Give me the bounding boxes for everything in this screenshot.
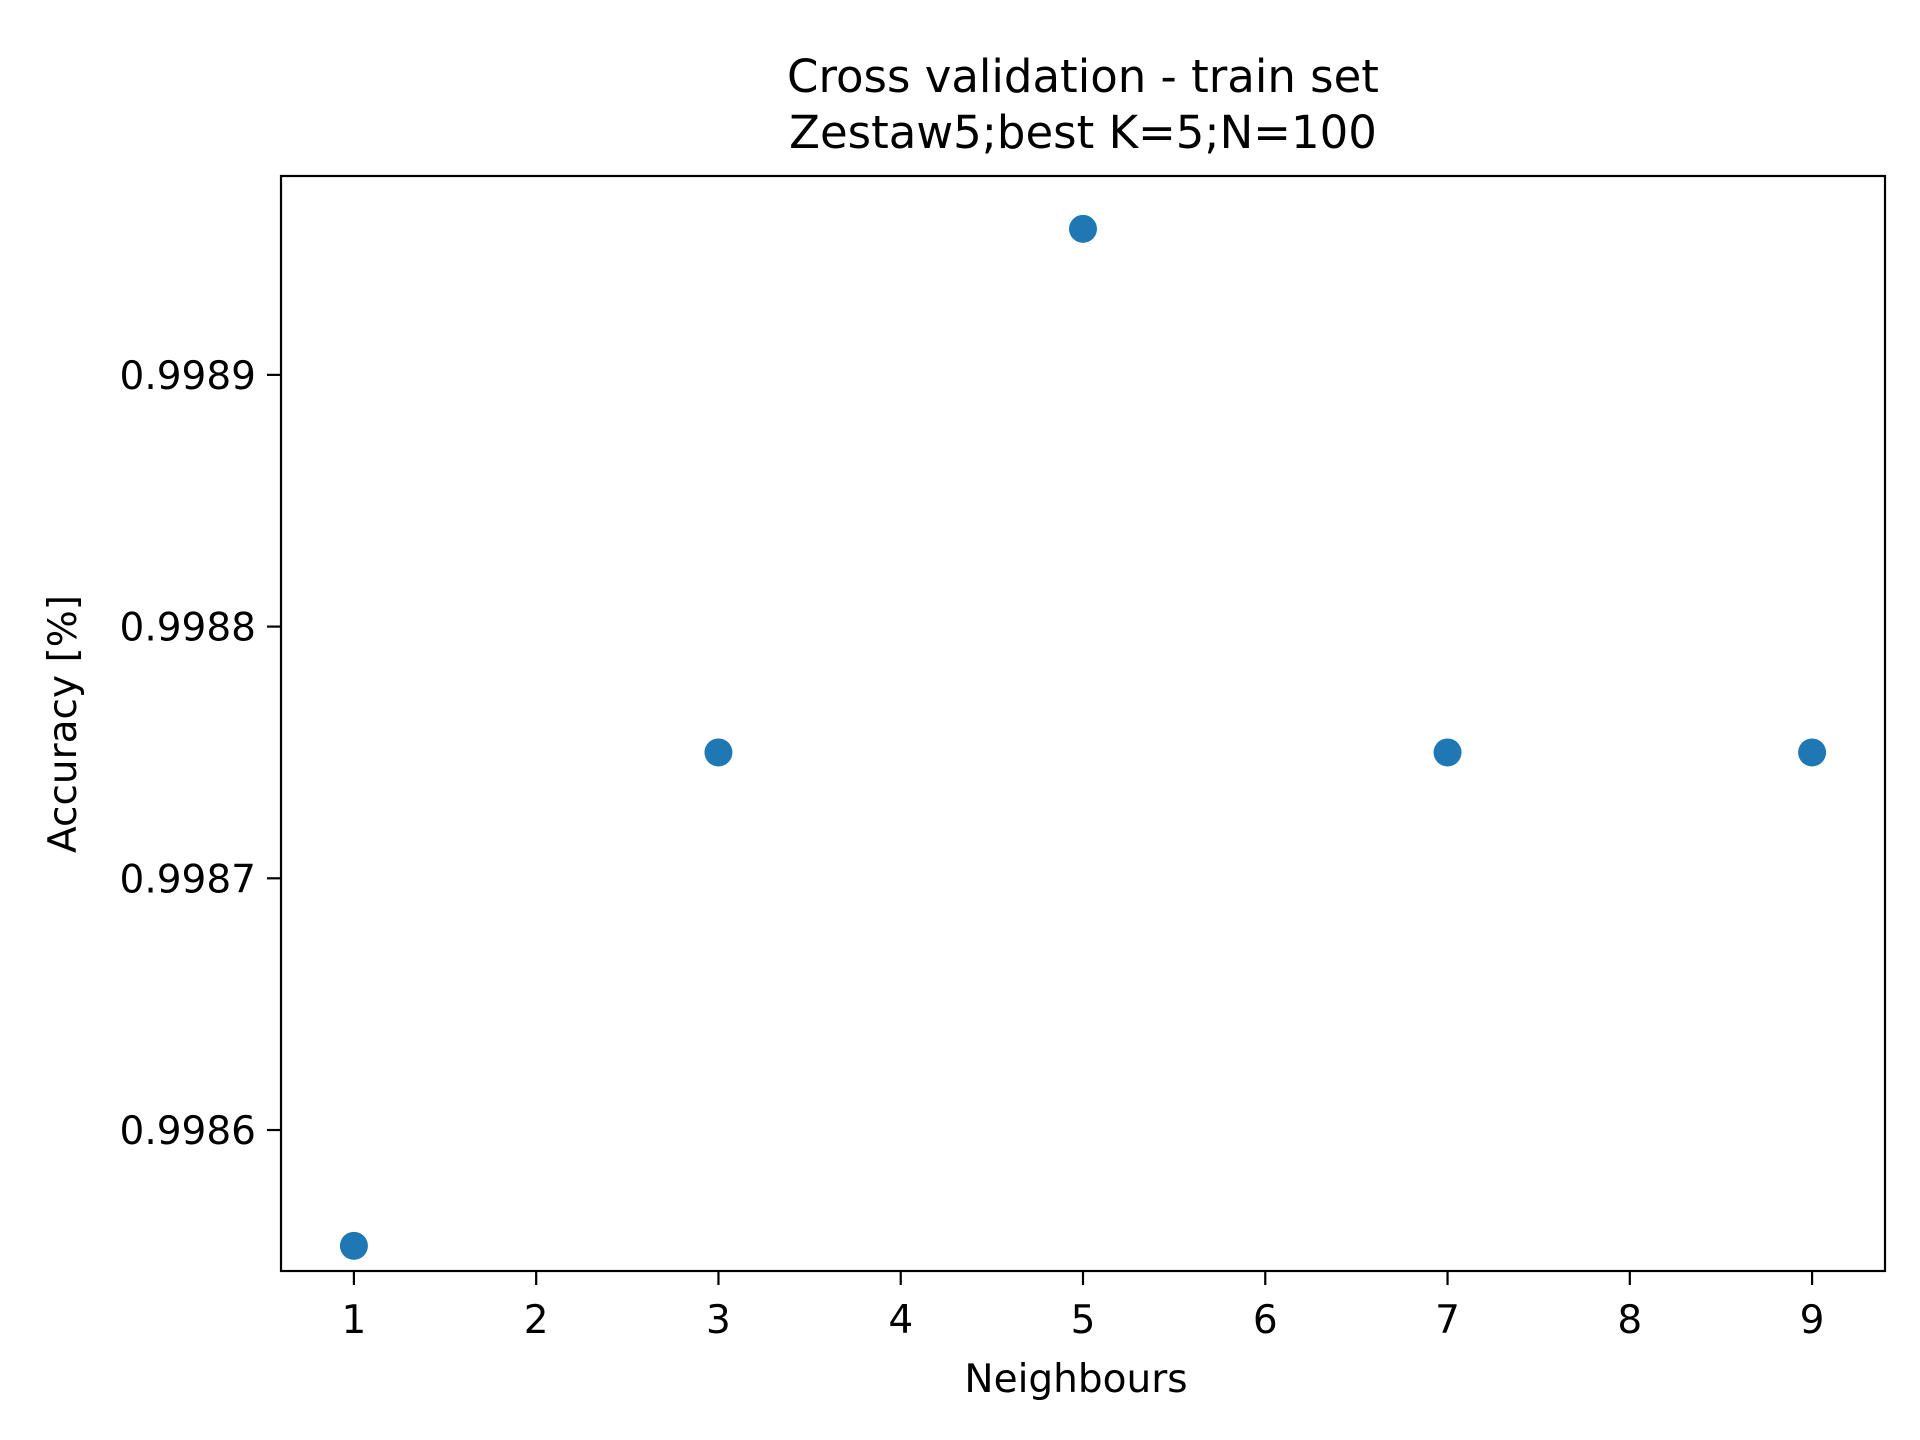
y-tick-label: 0.9988: [120, 606, 256, 651]
x-tick-label: 7: [1435, 1298, 1460, 1343]
y-axis-label: Accuracy [%]: [41, 595, 86, 853]
x-tick-label: 8: [1617, 1298, 1642, 1343]
data-point: [1798, 738, 1827, 767]
chart-subtitle: Zestaw5;best K=5;N=100: [789, 106, 1377, 159]
x-tick-label: 6: [1253, 1298, 1278, 1343]
data-point: [339, 1231, 368, 1260]
x-tick-label: 3: [706, 1298, 731, 1343]
data-point: [1069, 214, 1097, 243]
chart-title: Cross validation - train set: [787, 50, 1379, 103]
x-tick-label: 5: [1071, 1298, 1096, 1343]
y-tick-label: 0.9987: [120, 857, 256, 902]
x-tick-label: 2: [524, 1298, 549, 1343]
x-axis-label: Neighbours: [964, 1357, 1187, 1402]
x-axis-ticks: 1 2 3 4 5 6 7 8 9: [341, 1271, 1825, 1343]
x-tick-label: 9: [1800, 1298, 1825, 1343]
plot-area-frame: [279, 174, 1887, 1273]
data-points: [339, 214, 1827, 1260]
y-tick-label: 0.9989: [120, 354, 256, 399]
y-axis-ticks: 0.9986 0.9987 0.9988 0.9989: [120, 354, 281, 1154]
x-tick-label: 4: [888, 1298, 913, 1343]
y-tick-label: 0.9986: [120, 1109, 256, 1154]
data-point: [1433, 738, 1462, 767]
x-tick-label: 1: [341, 1298, 366, 1343]
data-point: [704, 738, 733, 767]
